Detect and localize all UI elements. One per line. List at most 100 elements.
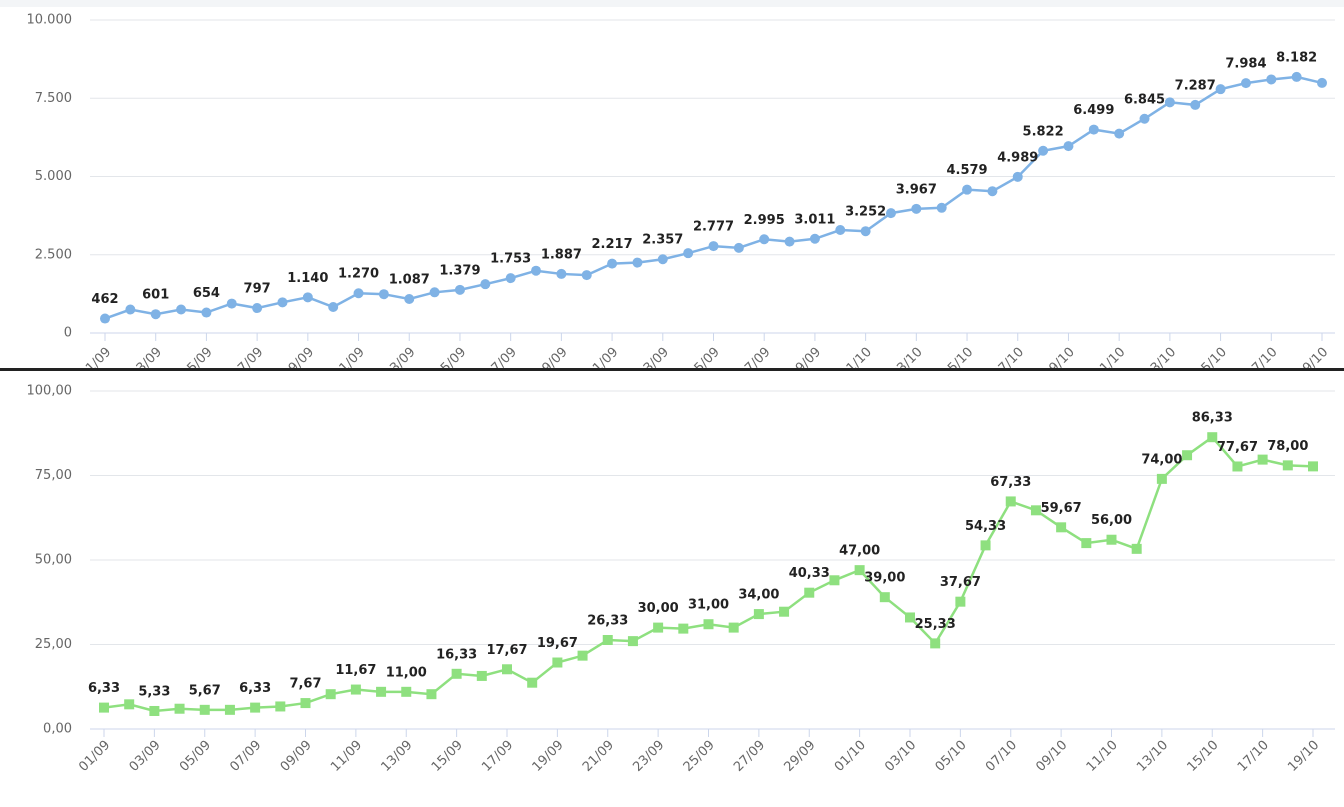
marker — [199, 704, 210, 715]
marker — [936, 202, 947, 213]
marker — [753, 609, 764, 620]
marker — [1190, 99, 1201, 110]
data-label: 3.252 — [845, 205, 886, 220]
marker — [505, 273, 516, 284]
data-label: 67,33 — [990, 475, 1031, 490]
marker — [1215, 84, 1226, 95]
data-label: 1.887 — [541, 247, 582, 262]
marker — [531, 265, 542, 276]
data-label: 7,67 — [289, 677, 321, 692]
marker — [1207, 432, 1218, 443]
data-label: 74,00 — [1141, 452, 1182, 467]
marker — [627, 636, 638, 647]
marker — [1106, 534, 1117, 545]
marker — [476, 670, 487, 681]
marker — [885, 208, 896, 219]
data-label: 40,33 — [789, 566, 830, 581]
data-label: 654 — [193, 286, 220, 301]
marker — [401, 686, 412, 697]
marker — [854, 565, 865, 576]
y-tick-label: 10.000 — [27, 13, 73, 28]
y-tick-label: 2.500 — [35, 247, 72, 262]
data-label: 462 — [91, 292, 118, 307]
marker — [376, 686, 387, 697]
marker — [632, 257, 643, 268]
marker — [250, 702, 261, 713]
data-label: 4.989 — [997, 150, 1038, 165]
marker — [860, 226, 871, 237]
marker — [835, 225, 846, 236]
marker — [454, 284, 465, 295]
data-label: 30,00 — [638, 601, 679, 616]
marker — [829, 575, 840, 586]
y-tick-label: 0,00 — [43, 722, 72, 737]
data-label: 797 — [244, 282, 271, 297]
data-label: 8.182 — [1276, 50, 1317, 65]
marker — [451, 668, 462, 679]
data-label: 47,00 — [839, 544, 880, 559]
marker — [733, 242, 744, 253]
marker — [378, 289, 389, 300]
separator — [0, 368, 1344, 371]
marker — [176, 304, 187, 315]
data-label: 1.087 — [389, 272, 430, 287]
marker — [678, 623, 689, 634]
marker — [728, 622, 739, 633]
marker — [174, 703, 185, 714]
marker — [125, 304, 136, 315]
marker — [300, 698, 311, 709]
marker — [930, 638, 941, 649]
data-label: 6.845 — [1124, 92, 1165, 107]
marker — [905, 612, 915, 623]
marker — [657, 254, 668, 265]
y-tick-label: 5.000 — [35, 169, 72, 184]
y-tick-label: 0 — [64, 326, 72, 341]
marker — [252, 303, 263, 314]
data-label: 2.995 — [744, 213, 785, 228]
data-label: 3.011 — [794, 212, 835, 227]
data-label: 25,33 — [915, 617, 956, 632]
marker — [602, 635, 613, 646]
marker — [502, 664, 512, 675]
data-label: 6,33 — [239, 681, 271, 696]
data-label: 1.753 — [490, 252, 531, 267]
marker — [1005, 496, 1016, 507]
marker — [1240, 78, 1251, 89]
marker — [149, 705, 160, 716]
marker — [1131, 543, 1142, 554]
data-label: 2.217 — [592, 237, 633, 252]
marker — [426, 689, 437, 700]
marker — [911, 203, 922, 214]
marker — [302, 292, 313, 303]
marker — [1030, 505, 1041, 516]
data-label: 1.140 — [287, 271, 328, 286]
marker — [1266, 74, 1277, 85]
marker — [1282, 460, 1293, 471]
marker — [987, 186, 998, 197]
marker — [1232, 461, 1243, 472]
data-label: 5,67 — [189, 683, 221, 698]
data-label: 6.499 — [1073, 103, 1114, 118]
data-label: 2.777 — [693, 220, 734, 235]
marker — [879, 592, 890, 603]
marker — [124, 699, 135, 710]
marker — [1156, 473, 1167, 484]
marker — [980, 540, 991, 551]
marker — [328, 302, 339, 313]
y-tick-label: 25,00 — [35, 637, 72, 652]
data-label: 77,67 — [1217, 440, 1258, 455]
data-label: 601 — [142, 288, 169, 303]
data-label: 78,00 — [1267, 439, 1308, 454]
marker — [404, 293, 415, 304]
marker — [480, 279, 491, 290]
marker — [779, 606, 790, 617]
marker — [224, 704, 235, 715]
marker — [607, 258, 618, 269]
data-label: 7.287 — [1175, 78, 1216, 93]
data-label: 39,00 — [864, 571, 905, 586]
marker — [955, 596, 966, 607]
data-label: 1.270 — [338, 267, 379, 282]
marker — [1182, 450, 1193, 461]
